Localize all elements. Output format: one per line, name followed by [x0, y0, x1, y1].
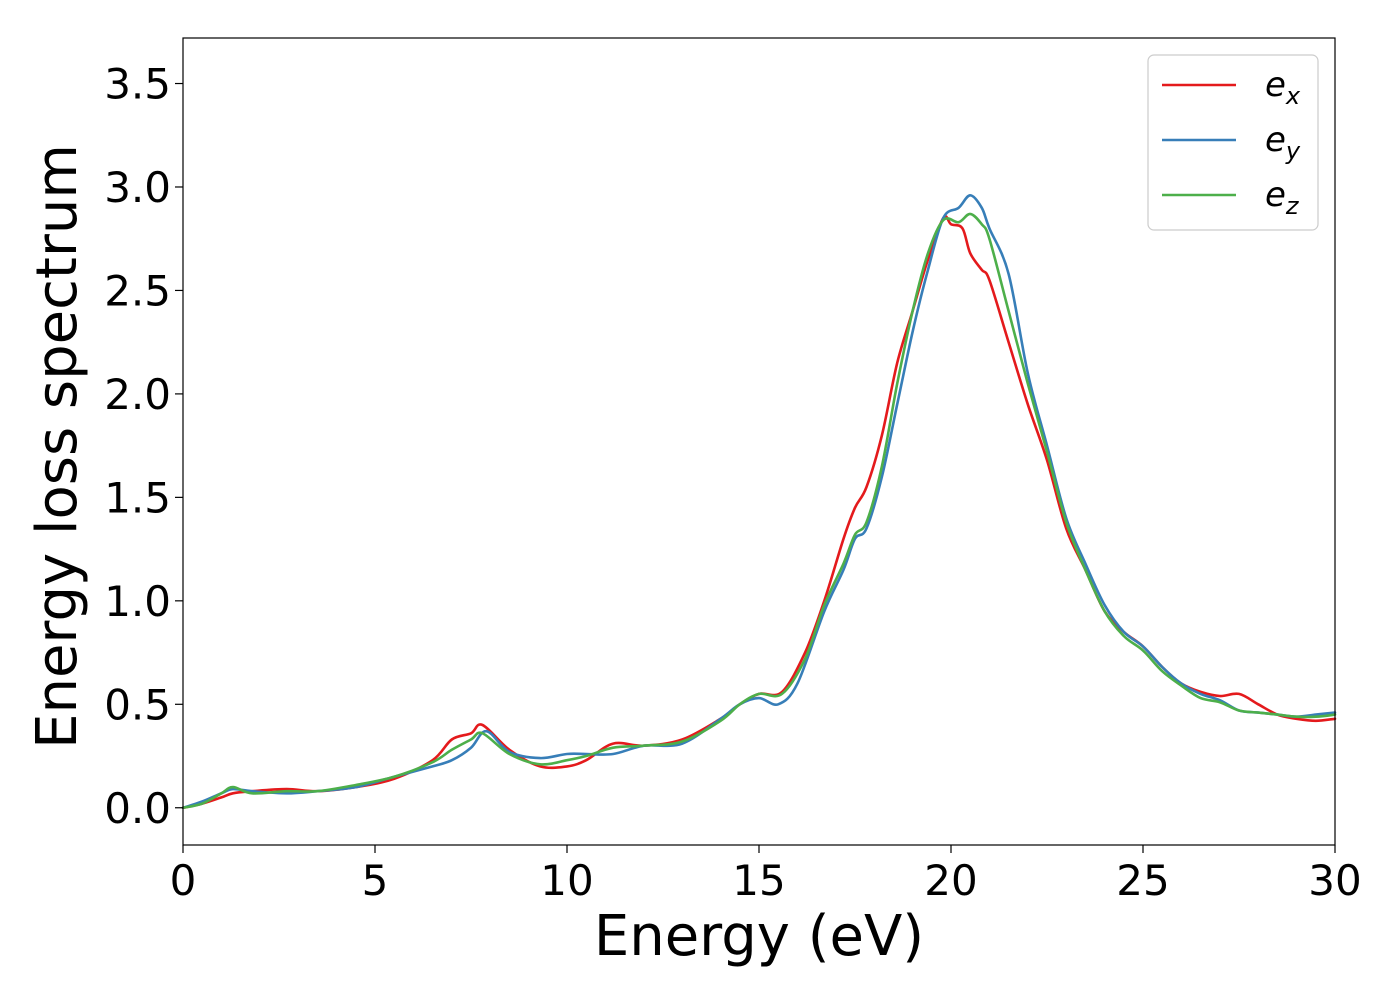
x-tick-label: 5	[362, 856, 389, 905]
series-layer	[181, 194, 1337, 810]
y-axis-ticks: 0.0 0.5 1.0 1.5 2.0 2.5 3.0 3.5	[104, 60, 183, 833]
legend-label-subscript: x	[1285, 82, 1301, 110]
y-tick-label: 2.0	[104, 370, 171, 419]
y-tick-label: 0.5	[104, 680, 171, 729]
y-tick-label: 1.5	[104, 473, 171, 522]
legend-label-subscript: y	[1285, 137, 1301, 165]
x-tick-label: 30	[1308, 856, 1361, 905]
series-line-e-z	[181, 212, 1337, 810]
x-axis-title: Energy (eV)	[594, 904, 924, 969]
x-axis-ticks: 0 5 10 15 20 25 30	[170, 845, 1362, 905]
legend-label-subscript: z	[1285, 192, 1300, 220]
y-tick-label: 1.0	[104, 577, 171, 626]
series-line-e-y	[181, 194, 1337, 810]
legend-box	[1147, 54, 1319, 231]
x-tick-label: 15	[732, 856, 785, 905]
x-tick-label: 10	[540, 856, 593, 905]
x-tick-label: 25	[1116, 856, 1169, 905]
x-tick-label: 20	[924, 856, 977, 905]
x-tick-label: 0	[170, 856, 197, 905]
y-tick-label: 3.0	[104, 163, 171, 212]
y-axis-title: Energy loss spectrum	[25, 144, 90, 749]
y-tick-label: 2.5	[104, 266, 171, 315]
y-tick-label: 0.0	[104, 784, 171, 833]
y-tick-label: 3.5	[104, 60, 171, 109]
